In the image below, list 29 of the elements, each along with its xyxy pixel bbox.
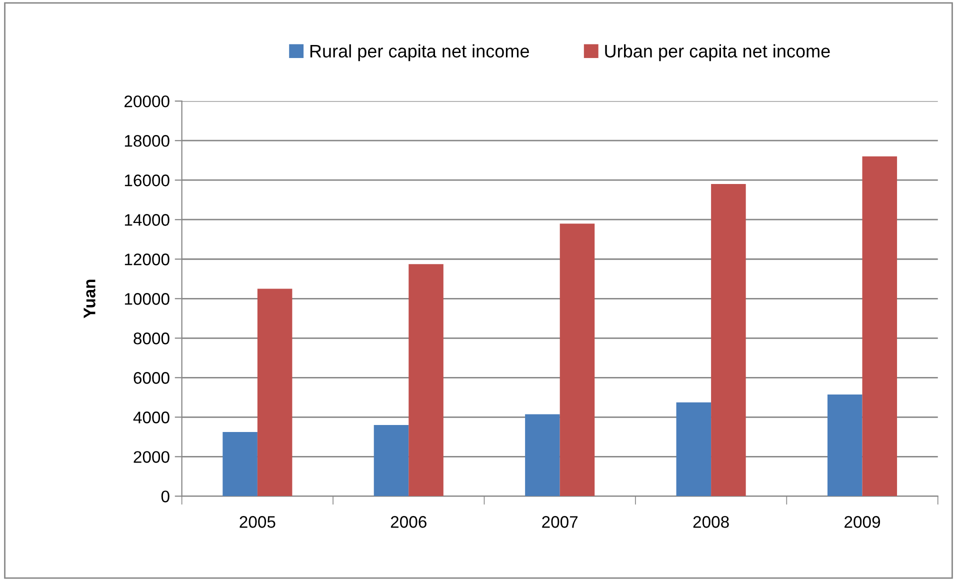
x-tick-label: 2009 (844, 516, 880, 528)
legend-label: Rural per capita net income (310, 44, 529, 62)
x-tick-label: 2008 (693, 516, 729, 528)
bar (862, 156, 898, 496)
y-tick-label: 20000 (124, 95, 170, 108)
bar (374, 425, 409, 496)
y-tick-label: 14000 (124, 214, 170, 226)
y-tick-label: 18000 (124, 135, 170, 147)
y-tick-label: 4000 (133, 412, 170, 424)
bar (676, 402, 712, 496)
x-tick-label: 2006 (390, 516, 426, 528)
y-tick-label: 6000 (134, 372, 170, 384)
bar (560, 224, 595, 496)
y-tick-label: 10000 (124, 293, 170, 305)
y-tick-label: 2000 (134, 451, 170, 463)
y-tick-label: 16000 (124, 174, 170, 186)
bar (711, 184, 746, 496)
bar (257, 288, 292, 496)
y-axis-title: Yuan (84, 280, 96, 318)
y-tick-label: 12000 (124, 254, 170, 266)
x-tick-label: 2005 (240, 516, 276, 528)
y-tick-label: 0 (161, 490, 170, 502)
legend-label: Urban per capita net income (605, 44, 830, 62)
bar (222, 432, 258, 496)
bar (827, 394, 862, 496)
y-tick-label: 8000 (134, 332, 170, 344)
bar (525, 414, 560, 496)
bar (408, 264, 444, 496)
x-tick-label: 2007 (542, 516, 578, 528)
